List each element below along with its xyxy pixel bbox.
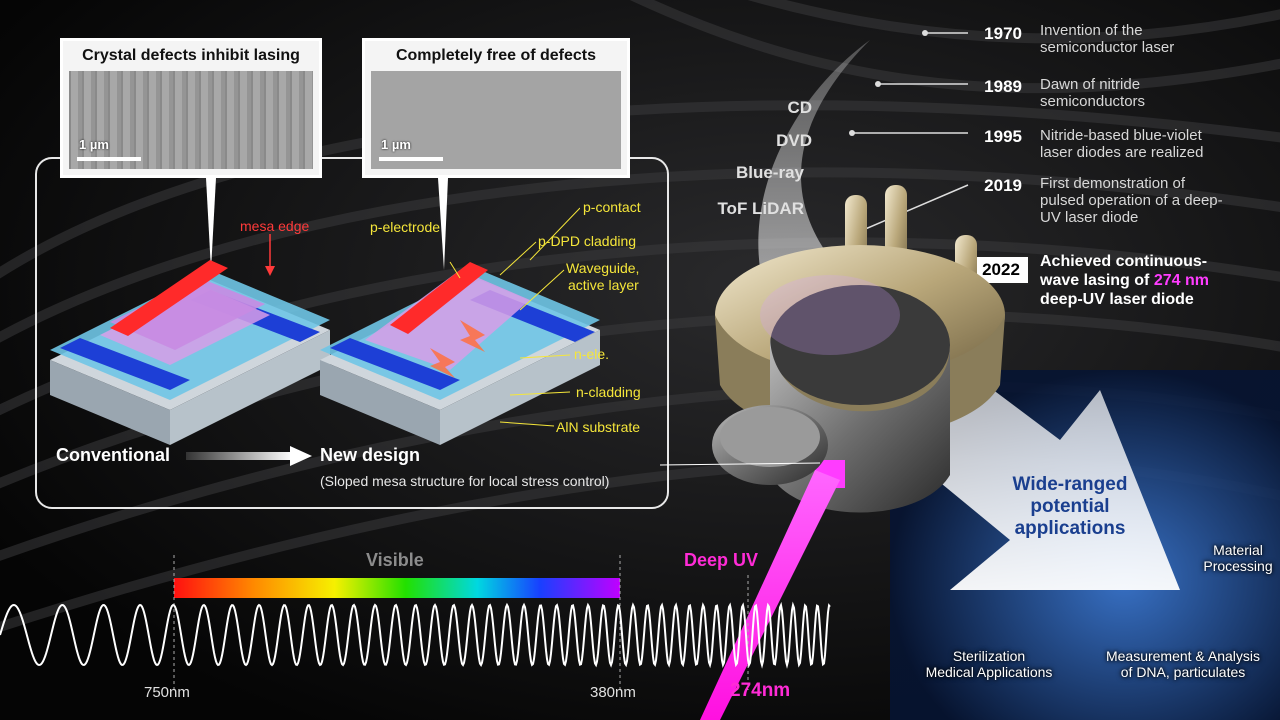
deep-uv-label: Deep UV	[684, 550, 759, 570]
timeline-year-1989: 1989	[984, 77, 1022, 96]
timeline-text-1989: Dawn of nitride semiconductors	[1040, 76, 1146, 110]
nm-750-label: 750nm	[144, 684, 190, 701]
app-sterilization: Sterilization Medical Applications	[925, 648, 1053, 680]
timeline-year-2019: 2019	[984, 176, 1022, 195]
p-electrode-label: p-electrode	[370, 219, 441, 235]
wavelength-wave	[0, 555, 831, 690]
timeline-year-1995: 1995	[984, 127, 1022, 146]
timeline-text-1970: Invention of the semiconductor laser	[1040, 22, 1175, 56]
conventional-structure	[50, 260, 330, 445]
conventional-label: Conventional	[56, 445, 171, 465]
new-design-label: New design	[320, 445, 421, 465]
right-scale-bar	[379, 157, 443, 161]
media-tof-lidar: ToF LiDAR	[717, 199, 804, 218]
timeline-text-1995: Nitride-based blue-violet laser diodes ar…	[1040, 127, 1204, 161]
visible-spectrum-bar	[174, 578, 620, 598]
mesa-edge-label: mesa edge	[240, 218, 310, 234]
new-design-note: (Sloped mesa structure for local stress …	[320, 473, 610, 489]
device-structures	[50, 260, 600, 445]
timeline-year-1970: 1970	[984, 24, 1022, 43]
applications-title: Wide-ranged potential applications	[1012, 474, 1128, 539]
media-blue-ray: Blue-ray	[735, 163, 804, 182]
left-scale-bar	[77, 157, 141, 161]
substrate-label: AlN substrate	[556, 419, 641, 435]
waveguide-label-2: active layer	[568, 277, 639, 293]
left-scale-label: 1 µm	[79, 137, 109, 152]
media-cd: CD	[787, 98, 812, 117]
n-cladding-label: n-cladding	[576, 384, 641, 400]
milestone-wavelength: 274 nm	[1153, 272, 1209, 289]
timeline-text-2019: First demonstration of pulsed operation o…	[1040, 175, 1223, 226]
defect-micrograph-panel: Crystal defects inhibit lasing 1 µm	[60, 38, 322, 178]
media-dvd: DVD	[776, 131, 812, 150]
defect-micrograph-image: 1 µm	[69, 71, 313, 169]
right-scale-label: 1 µm	[381, 137, 411, 152]
new-design-structure	[320, 262, 600, 445]
milestone-year-badge: 2022	[972, 255, 1030, 285]
milestone-text: Achieved continuous- wave lasing of 274 …	[1040, 253, 1209, 308]
nm-274-label: 274nm	[730, 680, 791, 701]
visible-label: Visible	[366, 550, 424, 570]
p-dpd-label: p-DPD cladding	[538, 233, 637, 249]
waveguide-label-1: Waveguide,	[566, 260, 640, 276]
mesa-edge-arrow	[265, 234, 275, 276]
p-contact-label: p-contact	[583, 199, 641, 215]
n-ele-label: n-ele.	[574, 346, 610, 362]
defect-free-panel-title: Completely free of defects	[395, 47, 597, 64]
defect-panel-title: Crystal defects inhibit lasing	[82, 47, 300, 64]
nm-380-label: 380nm	[590, 684, 636, 701]
laser-diode-package	[712, 185, 1005, 513]
device-leader-lines	[449, 207, 580, 427]
defect-free-micrograph-panel: Completely free of defects 1 µm	[362, 38, 630, 178]
app-dna-measurement: Measurement & Analysis of DNA, particulat…	[1105, 648, 1261, 680]
app-material-processing: Material Processing	[1203, 542, 1273, 574]
chip-pointer-line	[660, 462, 820, 466]
conventional-to-new-arrow	[186, 446, 312, 466]
defect-free-micrograph-image: 1 µm	[371, 71, 621, 169]
